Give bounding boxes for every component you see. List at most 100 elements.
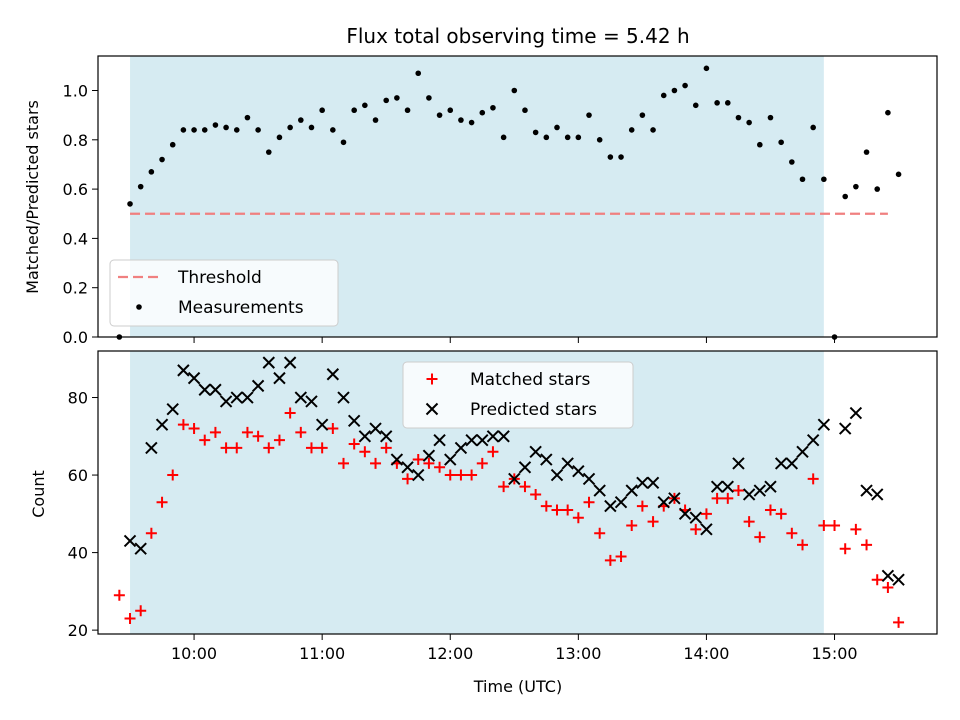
matched-star-point <box>487 446 499 458</box>
predicted-star-point <box>454 441 468 455</box>
matched-star-point <box>572 512 584 524</box>
measurement-point <box>468 119 475 126</box>
matched-star-point <box>647 516 659 528</box>
matched-star-point <box>327 423 339 435</box>
measurement-point <box>885 109 891 116</box>
measurement-point <box>490 104 496 111</box>
predicted-star-point <box>379 430 393 443</box>
matched-star-point <box>124 612 136 624</box>
predicted-star-point <box>860 484 873 497</box>
measurement-point <box>650 127 656 133</box>
measurement-point <box>853 183 859 190</box>
matched-star-point <box>273 434 285 446</box>
measurement-point <box>724 100 731 106</box>
predicted-star-point <box>465 433 478 447</box>
predicted-star-point <box>134 542 147 555</box>
measurement-point <box>436 112 443 118</box>
measurement-point <box>810 124 816 131</box>
measurement-point <box>372 117 379 123</box>
measurement-point <box>233 127 240 133</box>
top-panel: 0.0 0.2 0.4 0.6 0.8 1.0 Threshold Measurements <box>63 55 938 347</box>
x-tick-label: 12:00 <box>427 644 473 663</box>
predicted-star-point <box>604 499 617 513</box>
matched-star-point <box>199 434 211 446</box>
matched-star-point <box>775 508 787 520</box>
predicted-star-point <box>369 422 382 435</box>
predicted-star-point <box>572 464 585 478</box>
y-tick-label: 80 <box>68 389 88 408</box>
predicted-star-point <box>412 468 425 482</box>
predicted-star-point <box>593 484 606 497</box>
matched-star-point <box>209 426 221 438</box>
predicted-star-point <box>123 534 137 548</box>
x-tick-label: 14:00 <box>683 644 729 663</box>
measurement-point <box>276 134 283 141</box>
measurement-point <box>607 154 614 160</box>
predicted-star-point <box>561 457 574 470</box>
measurement-point <box>821 176 827 183</box>
matched-star-point <box>305 442 317 454</box>
y-tick-label: 40 <box>68 544 88 563</box>
measurement-point <box>287 124 293 131</box>
measurement-point <box>895 171 902 178</box>
x-tick-label: 10:00 <box>171 644 217 663</box>
bottom-x-axis-label: Time (UTC) <box>473 677 562 696</box>
measurement-point <box>298 117 304 123</box>
measurement-point <box>863 149 870 155</box>
measurement-point <box>426 95 432 101</box>
predicted-star-point <box>497 430 510 443</box>
predicted-star-point <box>582 472 596 486</box>
predicted-star-point <box>518 461 532 474</box>
measurement-point <box>330 127 336 133</box>
predicted-star-point <box>742 488 756 501</box>
measurement-point <box>618 154 624 160</box>
measurement-point <box>244 114 251 121</box>
measurement-point <box>404 107 411 114</box>
measurement-point <box>201 127 208 133</box>
predicted-star-point <box>209 383 222 396</box>
measurement-point <box>308 124 315 131</box>
legend-box <box>109 259 339 327</box>
matched-star-point <box>466 469 478 481</box>
measurement-point <box>351 107 357 114</box>
predicted-star-point <box>614 495 628 509</box>
axes-frame <box>97 350 938 635</box>
matched-star-point <box>732 485 744 497</box>
measurement-point <box>265 149 272 155</box>
matched-star-point <box>786 527 798 539</box>
legend-measurements-swatch <box>136 304 142 310</box>
measurement-point <box>778 139 784 146</box>
predicted-star-point <box>700 523 713 536</box>
predicted-star-point <box>294 391 308 404</box>
measurement-point <box>169 141 176 148</box>
measurement-point <box>596 137 603 143</box>
measurement-point <box>532 129 539 136</box>
measurement-point <box>628 127 635 133</box>
matched-star-point <box>722 492 734 504</box>
matched-star-point <box>284 407 296 419</box>
matched-star-point <box>540 500 552 512</box>
predicted-star-point <box>721 480 734 493</box>
matched-star-point <box>871 574 883 586</box>
axes-frame <box>97 55 938 338</box>
matched-star-point <box>530 488 542 500</box>
matched-star-point <box>188 423 200 435</box>
chart-title: Flux total observing time = 5.42 h <box>346 24 689 48</box>
x-tick-label: 11:00 <box>299 644 345 663</box>
predicted-star-point <box>315 418 329 431</box>
matched-star-point <box>113 589 125 601</box>
matched-star-point <box>370 457 382 469</box>
predicted-star-point <box>219 395 233 408</box>
y-tick-label: 20 <box>68 621 88 640</box>
matched-star-point <box>562 504 574 516</box>
matched-star-point <box>839 543 851 555</box>
y-tick-label: 0.6 <box>63 180 88 199</box>
matched-star-point <box>551 504 563 516</box>
matched-star-point <box>476 457 488 469</box>
predicted-star-point <box>892 573 905 586</box>
matched-star-point <box>807 473 819 485</box>
predicted-star-point <box>326 368 340 381</box>
matched-star-point <box>498 481 510 493</box>
predicted-star-point <box>177 364 190 377</box>
matched-star-point <box>829 519 841 531</box>
